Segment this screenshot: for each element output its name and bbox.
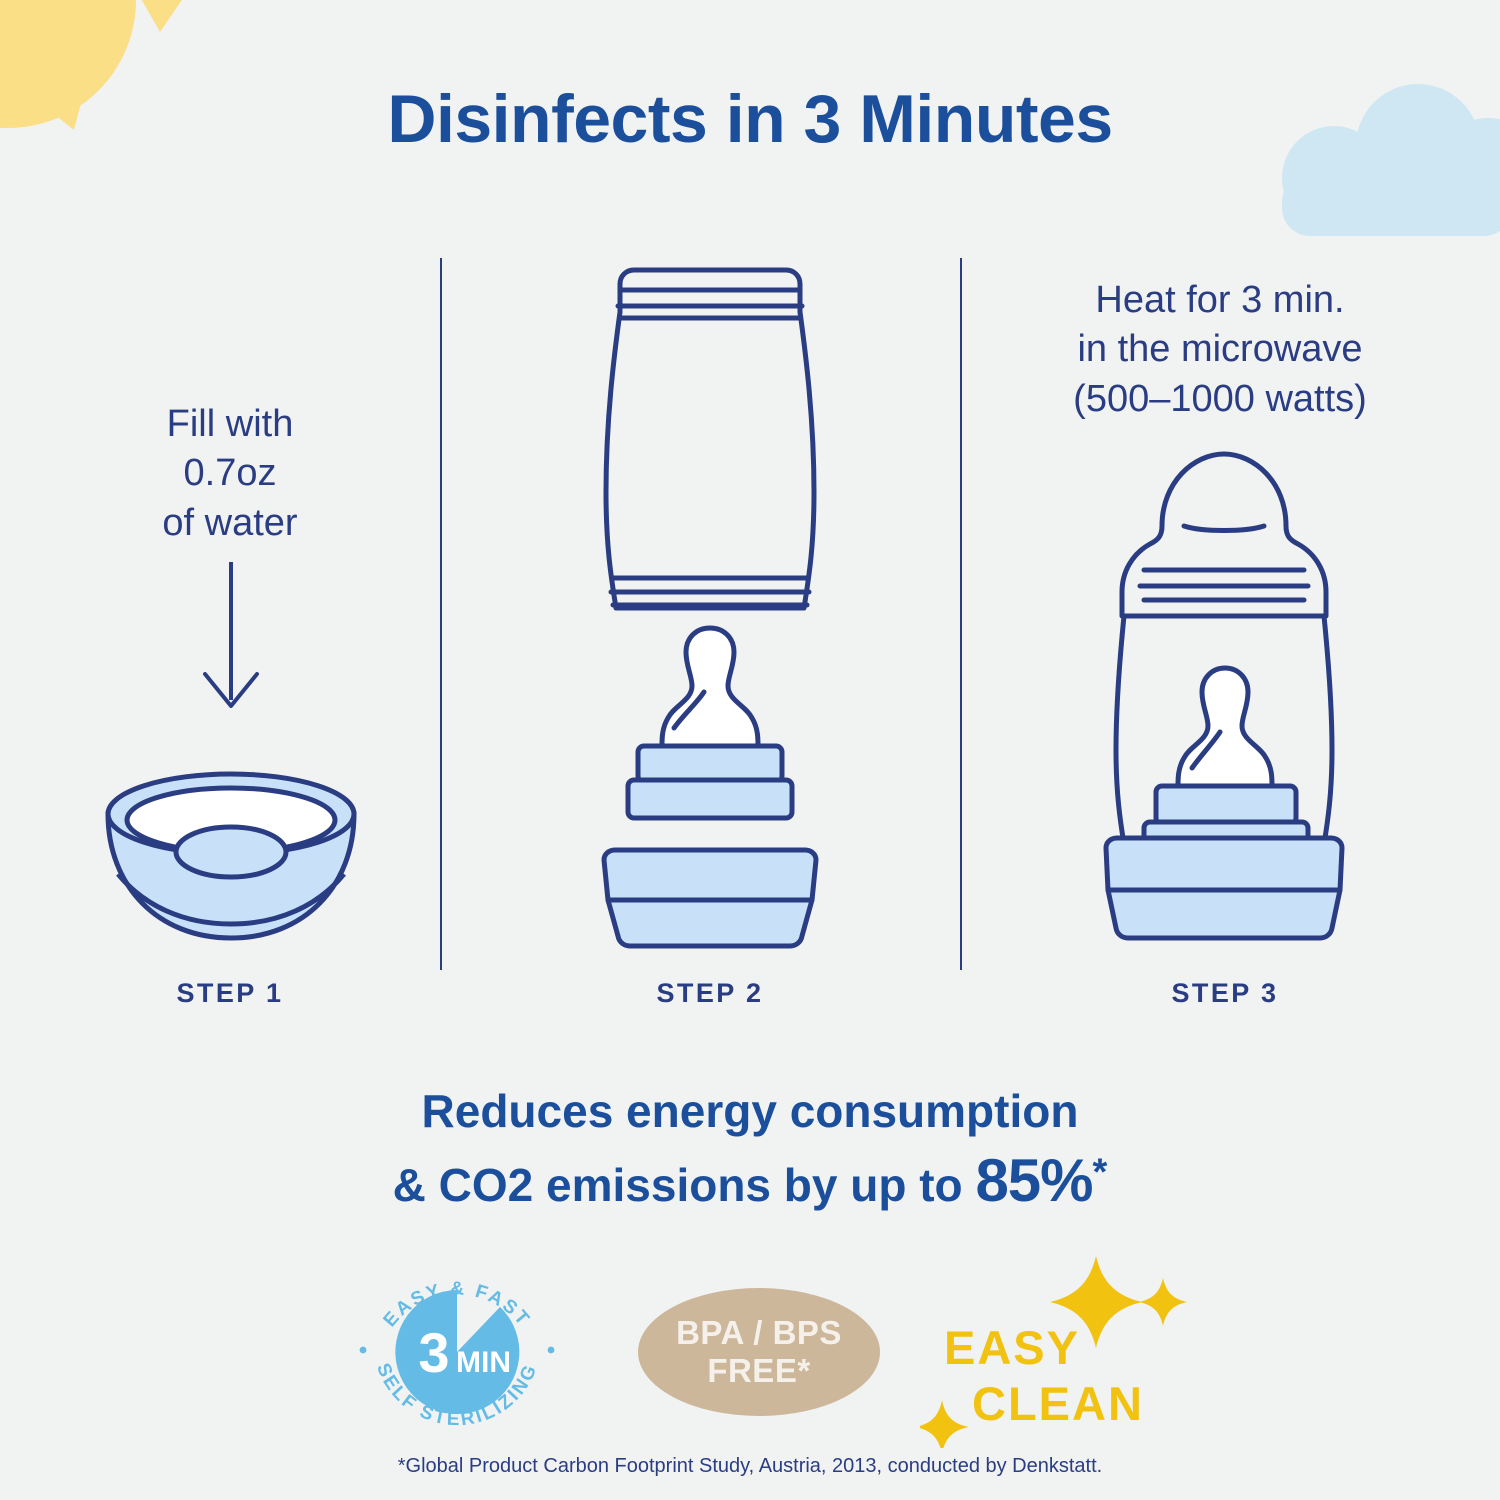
assembled-bottle-illustration — [1078, 440, 1370, 950]
step-3-label: STEP 3 — [1171, 978, 1279, 1008]
badge-row: EASY & FAST SELF STERILIZING 3 MIN BPA /… — [0, 1248, 1500, 1448]
step-1-caption: Fill with 0.7oz of water — [100, 400, 360, 548]
step-3-caption-line-1: Heat for 3 min. — [1095, 279, 1345, 321]
step-1-caption-line-1: Fill with — [166, 403, 294, 445]
down-arrow-icon — [186, 558, 276, 713]
cloud-icon — [1250, 78, 1500, 258]
step-1-caption-line-3: of water — [162, 501, 298, 544]
self-sterilizing-3min-badge: EASY & FAST SELF STERILIZING 3 MIN — [352, 1250, 562, 1450]
footnote: *Global Product Carbon Footprint Study, … — [397, 1455, 1103, 1477]
step-1-label: STEP 1 — [176, 978, 284, 1008]
claim-asterisk: * — [1092, 1151, 1108, 1194]
energy-saving-claim: Reduces energy consumption & CO2 emissio… — [150, 1082, 1350, 1220]
easy-clean-line-1: EASY — [944, 1321, 1080, 1374]
badge-center-unit: MIN — [456, 1346, 511, 1379]
bpa-badge-line-2: FREE* — [707, 1352, 811, 1389]
bottle-parts-illustration — [562, 260, 858, 950]
badge-center-value: 3 — [418, 1321, 449, 1384]
step-2-label: STEP 2 — [656, 978, 764, 1008]
claim-line-2: & CO2 emissions by up to 85%* — [150, 1142, 1350, 1220]
bpa-badge-text: BPA / BPS FREE* — [638, 1288, 880, 1416]
page-title: Disinfects in 3 Minutes — [387, 81, 1113, 157]
easy-clean-badge: EASY CLEAN — [920, 1248, 1190, 1448]
step-3-caption: Heat for 3 min. in the microwave (500–10… — [1000, 276, 1440, 424]
step-3-caption-line-2: in the microwave — [1077, 328, 1363, 371]
column-divider-1 — [440, 258, 442, 970]
step-1-caption-line-2: 0.7oz — [183, 452, 277, 495]
bowl-of-water-illustration — [96, 756, 366, 946]
step-3-caption-line-3: (500–1000 watts) — [1073, 377, 1367, 420]
bpa-badge-line-1: BPA / BPS — [676, 1313, 842, 1351]
claim-line-2-prefix: & CO2 emissions by up to — [392, 1158, 976, 1211]
claim-percentage: 85% — [975, 1146, 1093, 1214]
claim-line-1: Reduces energy consumption — [421, 1085, 1079, 1137]
column-divider-2 — [960, 258, 962, 970]
bpa-badge-ellipse — [638, 1288, 880, 1416]
easy-clean-line-2: CLEAN — [972, 1377, 1144, 1430]
bpa-bps-free-badge: BPA / BPS FREE* — [638, 1288, 880, 1416]
sparkle-icon — [920, 1256, 1187, 1448]
sun-icon — [0, 0, 248, 240]
